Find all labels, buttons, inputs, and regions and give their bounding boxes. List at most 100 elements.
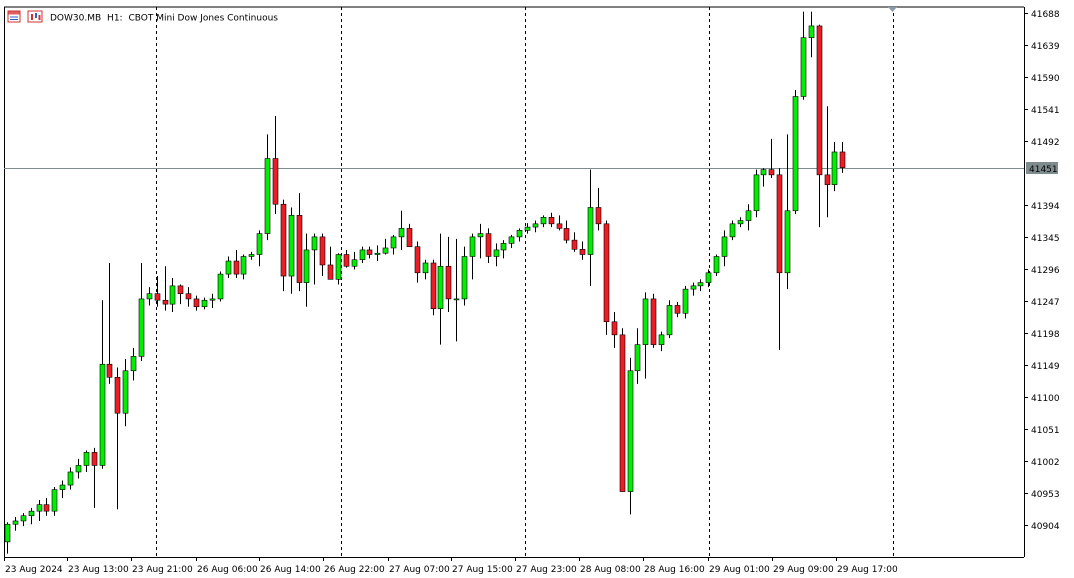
candle	[20, 513, 27, 527]
candle-body	[713, 256, 720, 274]
candle	[453, 238, 460, 342]
y-tick-label: 41492	[1031, 138, 1060, 148]
candle	[437, 233, 444, 345]
candle-body	[319, 236, 326, 266]
candle-body	[697, 282, 704, 287]
candle-body	[579, 248, 586, 255]
candle-body	[4, 523, 11, 543]
y-tick-label: 41639	[1031, 42, 1060, 52]
candle	[146, 287, 153, 306]
svg-text:DOW30.MB H1: C: DOW30.MB H1: CBOT Mini Dow Jones Continu…	[50, 14, 278, 24]
candle	[122, 359, 129, 427]
candle	[642, 292, 649, 379]
candle	[634, 328, 641, 384]
candle	[816, 24, 823, 228]
candle	[343, 249, 350, 268]
candle	[169, 278, 176, 312]
candle	[611, 311, 618, 348]
candle	[666, 300, 673, 339]
x-tick-label: 27 Aug 07:00	[389, 565, 450, 575]
candle-body	[351, 259, 358, 267]
candle	[430, 259, 437, 316]
candle-body	[737, 220, 744, 225]
symbol-list-icon[interactable]	[7, 10, 21, 23]
candle	[658, 331, 665, 352]
candle	[792, 89, 799, 215]
candle-body	[508, 236, 515, 244]
candle	[225, 256, 232, 279]
candle-body	[516, 230, 523, 238]
candle	[303, 233, 310, 307]
candle	[256, 230, 263, 267]
candle-body	[422, 262, 429, 274]
y-tick-label: 41149	[1031, 362, 1060, 372]
candle-body	[556, 223, 563, 229]
candle-body	[374, 252, 381, 255]
candle	[366, 246, 373, 259]
candle	[138, 263, 145, 361]
candle-body	[760, 169, 767, 176]
candle	[674, 302, 681, 318]
chart-type-icon[interactable]	[27, 10, 43, 23]
candle-body	[366, 249, 373, 255]
candle-body	[343, 254, 350, 267]
candle	[760, 168, 767, 187]
candle-body	[390, 236, 397, 249]
candle-body	[43, 504, 50, 512]
y-tick-label: 41296	[1031, 266, 1060, 276]
candle	[548, 212, 555, 228]
chart-shift-marker[interactable]	[888, 7, 897, 12]
candle-body	[146, 293, 153, 300]
candle-body	[280, 203, 287, 277]
candle-body	[99, 363, 106, 466]
x-tick-label: 23 Aug 21:00	[132, 565, 193, 575]
candle	[240, 254, 247, 280]
candle-body	[571, 239, 578, 250]
candle-body	[453, 298, 460, 301]
candle-body	[217, 273, 224, 300]
candle	[414, 241, 421, 283]
candle-body	[12, 520, 19, 525]
candle	[12, 517, 19, 531]
candle	[697, 279, 704, 292]
candle-body	[461, 256, 468, 300]
candle	[264, 134, 271, 241]
x-tick-label: 23 Aug 13:00	[68, 565, 129, 575]
candle	[177, 284, 184, 305]
candle	[556, 215, 563, 231]
candle	[831, 142, 838, 192]
candle	[500, 240, 507, 259]
candle-body	[106, 363, 113, 378]
x-tick-label: 23 Aug 2024	[5, 565, 63, 575]
candle-body	[398, 228, 405, 238]
candle-body	[169, 285, 176, 305]
candle-body	[776, 174, 783, 274]
candle-body	[658, 334, 665, 345]
x-tick-label: 27 Aug 15:00	[452, 565, 513, 575]
x-tick-label: 29 Aug 01:00	[709, 565, 770, 575]
candle	[824, 106, 831, 218]
candle-body	[477, 233, 484, 238]
x-tick-label: 27 Aug 23:00	[516, 565, 577, 575]
timeframe-label: H1:	[107, 14, 123, 24]
candle-body	[445, 265, 452, 300]
candle	[193, 295, 200, 311]
candle-body	[162, 299, 169, 305]
candle	[524, 223, 531, 234]
candle	[335, 253, 342, 285]
candle-body	[59, 484, 66, 490]
candle-body	[75, 465, 82, 473]
candle-body	[406, 228, 413, 247]
candle	[201, 297, 208, 310]
candle-body	[784, 210, 791, 274]
candle-body	[690, 285, 697, 290]
candle	[83, 450, 90, 472]
candle-body	[382, 247, 389, 254]
candle	[248, 251, 255, 260]
candle-body	[209, 298, 216, 301]
candle	[4, 522, 11, 554]
candle	[233, 249, 240, 279]
candle-body	[650, 298, 657, 345]
